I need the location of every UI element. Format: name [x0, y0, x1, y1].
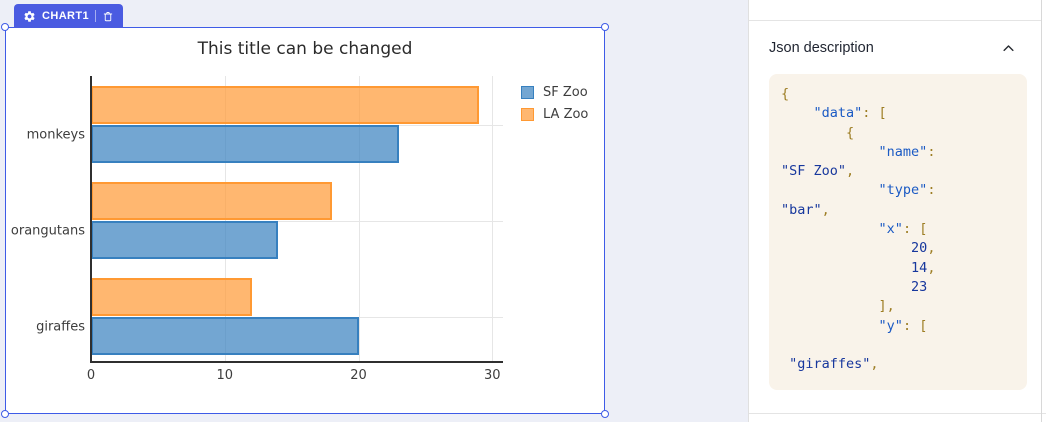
- bar-sf-zoo-giraffes[interactable]: [91, 317, 359, 355]
- canvas-area[interactable]: CHART1 This title can be changed 0 10 20 30…: [0, 0, 748, 422]
- chart-widget[interactable]: This title can be changed 0 10 20 30 monkey…: [5, 27, 605, 414]
- code-line-13: "y": [: [878, 317, 928, 334]
- resize-handle-bottom-right[interactable]: [601, 410, 609, 418]
- code-line-10: 14,: [911, 259, 936, 276]
- section-title: Json description: [769, 40, 874, 56]
- trash-icon[interactable]: [102, 10, 114, 23]
- legend-label: LA Zoo: [543, 107, 589, 122]
- chart-widget-badge[interactable]: CHART1: [14, 4, 124, 28]
- badge-separator: [95, 10, 97, 22]
- gridline-orangutans: [91, 221, 503, 222]
- panel-divider-bottom: [749, 413, 1046, 414]
- legend-item-sf-zoo[interactable]: SF Zoo: [521, 85, 588, 100]
- bar-la-zoo-giraffes[interactable]: [91, 278, 252, 316]
- code-line-12: ],: [781, 298, 895, 315]
- legend-swatch: [521, 108, 534, 121]
- code-line-7: "bar",: [781, 201, 830, 218]
- json-code-block[interactable]: { "data": [ { "name": "SF Zoo", "type": "b…: [781, 85, 1015, 374]
- panel-divider-top: [749, 20, 1041, 21]
- code-line-15: "giraffes",: [789, 356, 879, 373]
- x-tick-30: 30: [484, 368, 501, 383]
- widget-name-label: CHART1: [42, 10, 90, 22]
- category-label-giraffes: giraffes: [36, 319, 85, 335]
- gridline-x-30: [492, 76, 494, 362]
- properties-panel: Json description { "data": [ { "name": "S…: [748, 0, 1046, 422]
- x-axis-line: [90, 361, 503, 363]
- resize-handle-bottom-left[interactable]: [1, 410, 9, 418]
- gear-icon[interactable]: [23, 10, 36, 23]
- chart-legend[interactable]: SF Zoo LA Zoo: [521, 85, 588, 122]
- resize-handle-top-left[interactable]: [1, 23, 9, 31]
- bar-sf-zoo-orangutans[interactable]: [91, 221, 279, 259]
- code-line-2: "data": [: [813, 105, 887, 122]
- legend-swatch: [521, 86, 534, 99]
- x-tick-0: 0: [86, 368, 96, 383]
- x-tick-20: 20: [350, 368, 367, 383]
- json-code-card[interactable]: { "data": [ { "name": "SF Zoo", "type": "b…: [769, 74, 1027, 390]
- bar-sf-zoo-monkeys[interactable]: [91, 125, 399, 163]
- panel-scrollbar-track[interactable]: [1041, 0, 1042, 422]
- chevron-up-icon[interactable]: [999, 39, 1017, 57]
- category-label-orangutans: orangutans: [10, 223, 85, 239]
- code-line-9: 20,: [911, 240, 936, 257]
- plot-area[interactable]: 0 10 20 30 monkeys orangutans giraffes: [11, 76, 503, 383]
- code-line-6: "type":: [878, 182, 936, 199]
- code-line-8: "x": [: [878, 221, 928, 238]
- x-tick-10: 10: [216, 368, 234, 383]
- code-line-1: {: [781, 86, 790, 102]
- code-line-3: {: [781, 124, 855, 141]
- y-axis-line: [90, 76, 92, 362]
- category-label-monkeys: monkeys: [26, 127, 85, 143]
- gridline-x-20: [358, 76, 360, 362]
- legend-item-la-zoo[interactable]: LA Zoo: [521, 107, 588, 122]
- code-line-14: [781, 336, 1015, 355]
- bar-la-zoo-monkeys[interactable]: [91, 86, 479, 124]
- code-line-4: "name":: [878, 143, 936, 160]
- legend-label: SF Zoo: [543, 85, 588, 100]
- code-line-5: "SF Zoo",: [781, 163, 855, 180]
- code-line-11: 23: [911, 278, 928, 295]
- json-description-section-header[interactable]: Json description: [769, 38, 1025, 58]
- resize-handle-top-right[interactable]: [601, 23, 609, 31]
- chart-title[interactable]: This title can be changed: [197, 39, 413, 59]
- bar-la-zoo-orangutans[interactable]: [91, 182, 332, 220]
